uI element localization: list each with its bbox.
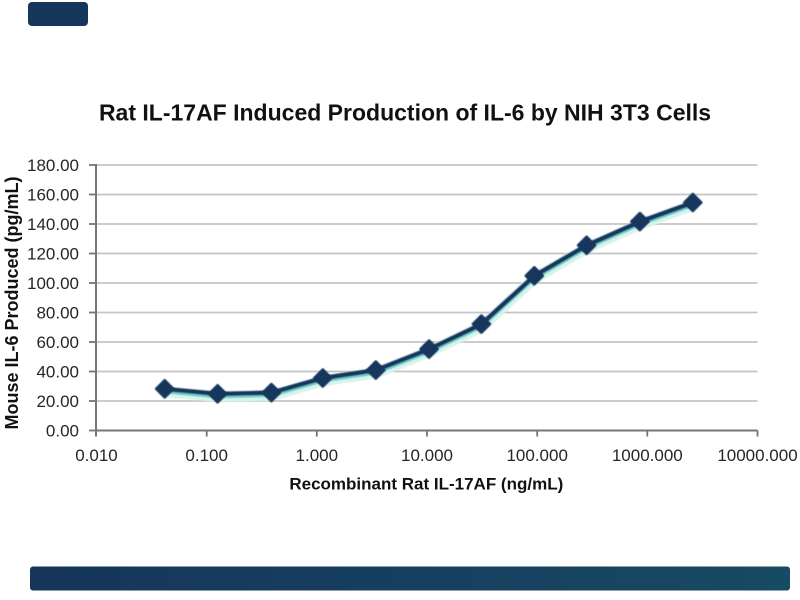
svg-text:10.000: 10.000 bbox=[401, 446, 453, 465]
svg-text:140.00: 140.00 bbox=[27, 215, 79, 234]
svg-text:0.100: 0.100 bbox=[185, 446, 228, 465]
svg-text:0.010: 0.010 bbox=[75, 446, 118, 465]
svg-text:100.00: 100.00 bbox=[27, 274, 79, 293]
svg-text:Recombinant Rat IL-17AF (ng/mL: Recombinant Rat IL-17AF (ng/mL) bbox=[289, 475, 563, 494]
svg-text:10000.000: 10000.000 bbox=[717, 446, 797, 465]
svg-text:120.00: 120.00 bbox=[27, 245, 79, 264]
svg-text:0.00: 0.00 bbox=[46, 422, 79, 441]
svg-text:Mouse IL-6 Produced (pg/mL): Mouse IL-6 Produced (pg/mL) bbox=[2, 176, 22, 429]
svg-text:Rat IL-17AF Induced Production: Rat IL-17AF Induced Production of IL-6 b… bbox=[99, 100, 711, 126]
svg-text:1000.000: 1000.000 bbox=[612, 446, 683, 465]
svg-text:60.00: 60.00 bbox=[36, 333, 79, 352]
svg-text:180.00: 180.00 bbox=[27, 156, 79, 175]
svg-text:40.00: 40.00 bbox=[36, 363, 79, 382]
svg-text:1.000: 1.000 bbox=[296, 446, 339, 465]
svg-text:80.00: 80.00 bbox=[36, 304, 79, 323]
svg-text:100.000: 100.000 bbox=[506, 446, 567, 465]
svg-text:160.00: 160.00 bbox=[27, 186, 79, 205]
svg-text:20.00: 20.00 bbox=[36, 392, 79, 411]
